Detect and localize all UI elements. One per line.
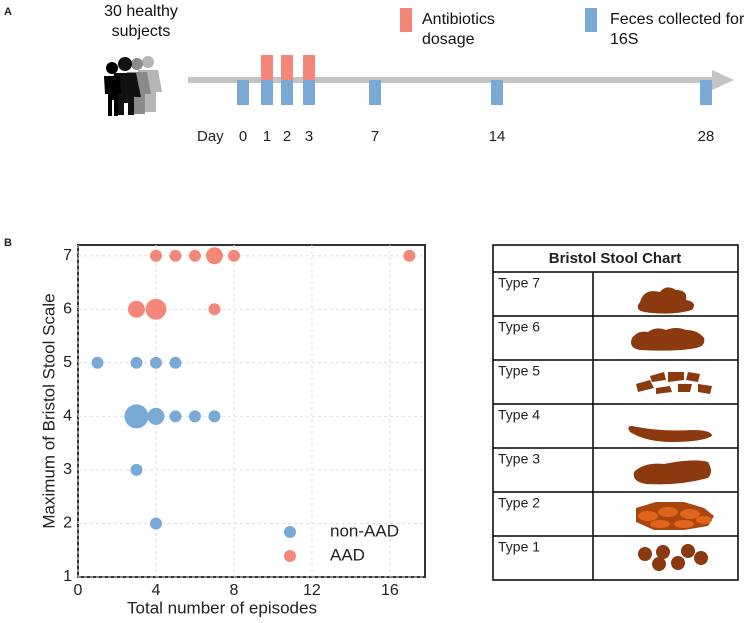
feces-sample: [303, 80, 315, 105]
subjects-label: 30 healthy subjects: [104, 3, 178, 40]
y-tick-label: 1: [63, 568, 72, 585]
point: [169, 249, 182, 262]
y-tick-label: 4: [63, 408, 72, 425]
point: [188, 410, 201, 423]
point: [91, 356, 104, 369]
day-tick-label: 2: [283, 128, 291, 145]
x-tick-label: 0: [74, 582, 83, 599]
antibiotic-dose: [303, 55, 315, 80]
x-axis-label: Total number of episodes: [127, 598, 317, 617]
point: [208, 303, 221, 316]
point: [130, 463, 143, 476]
panel-label: B: [4, 237, 12, 249]
feces-sample: [700, 80, 712, 105]
legend-swatch: [400, 8, 412, 32]
antibiotic-dose: [281, 55, 293, 80]
panel-label: A: [4, 6, 12, 18]
point: [149, 517, 162, 530]
point: [205, 247, 223, 265]
point: [145, 298, 167, 320]
row-label: Type 7: [498, 275, 540, 291]
point: [124, 404, 149, 429]
x-tick-label: 4: [152, 582, 161, 599]
point: [169, 410, 182, 423]
point: [208, 410, 221, 423]
legend-label: Antibiotics dosage: [422, 11, 495, 48]
subjects-icon: [104, 56, 162, 116]
y-tick-label: 2: [63, 515, 72, 532]
point: [130, 356, 143, 369]
antibiotic-dose: [261, 55, 273, 80]
feces-sample: [237, 80, 249, 105]
row-label: Type 2: [498, 495, 540, 511]
feces-sample: [491, 80, 503, 105]
point: [188, 249, 201, 262]
x-tick-label: 16: [381, 582, 399, 599]
feces-sample: [281, 80, 293, 105]
legend-label: AAD: [330, 545, 365, 564]
point: [227, 249, 240, 262]
legend-swatch: [585, 8, 597, 32]
point: [169, 356, 182, 369]
y-tick-label: 7: [63, 247, 72, 264]
y-tick-label: 6: [63, 300, 72, 317]
x-tick-label: 12: [303, 582, 321, 599]
feces-sample: [369, 80, 381, 105]
row-label: Type 4: [498, 407, 540, 423]
x-tick-label: 8: [230, 582, 239, 599]
point: [403, 249, 416, 262]
table-title: Bristol Stool Chart: [549, 250, 682, 267]
plot-frame: [77, 244, 426, 578]
legend-label: Feces collected for 16S: [610, 11, 745, 48]
point: [149, 249, 162, 262]
legend-label: non-AAD: [330, 521, 399, 540]
y-tick-label: 3: [63, 461, 72, 478]
day-tick-label: 28: [698, 128, 715, 145]
row-label: Type 6: [498, 319, 540, 335]
row-label: Type 5: [498, 363, 540, 379]
timeline-arrow: [712, 70, 734, 90]
day-tick-label: 14: [489, 128, 506, 145]
row-label: Type 1: [498, 539, 540, 555]
point: [147, 407, 165, 425]
day-tick-label: 7: [371, 128, 379, 145]
point: [149, 356, 162, 369]
day-tick-label: 3: [305, 128, 313, 145]
day-tick-label: 1: [263, 128, 271, 145]
day-label: Day: [197, 128, 224, 145]
point: [127, 300, 145, 318]
stool-shapes: [628, 287, 714, 571]
day-tick-label: 0: [239, 128, 247, 145]
y-axis-label: Maximum of Bristol Stool Scale: [39, 293, 58, 528]
row-label: Type 3: [498, 451, 540, 467]
bristol-table: [492, 244, 739, 581]
legend-marker: [284, 526, 296, 538]
feces-sample: [261, 80, 273, 105]
y-tick-label: 5: [63, 354, 72, 371]
legend-marker: [284, 550, 296, 562]
